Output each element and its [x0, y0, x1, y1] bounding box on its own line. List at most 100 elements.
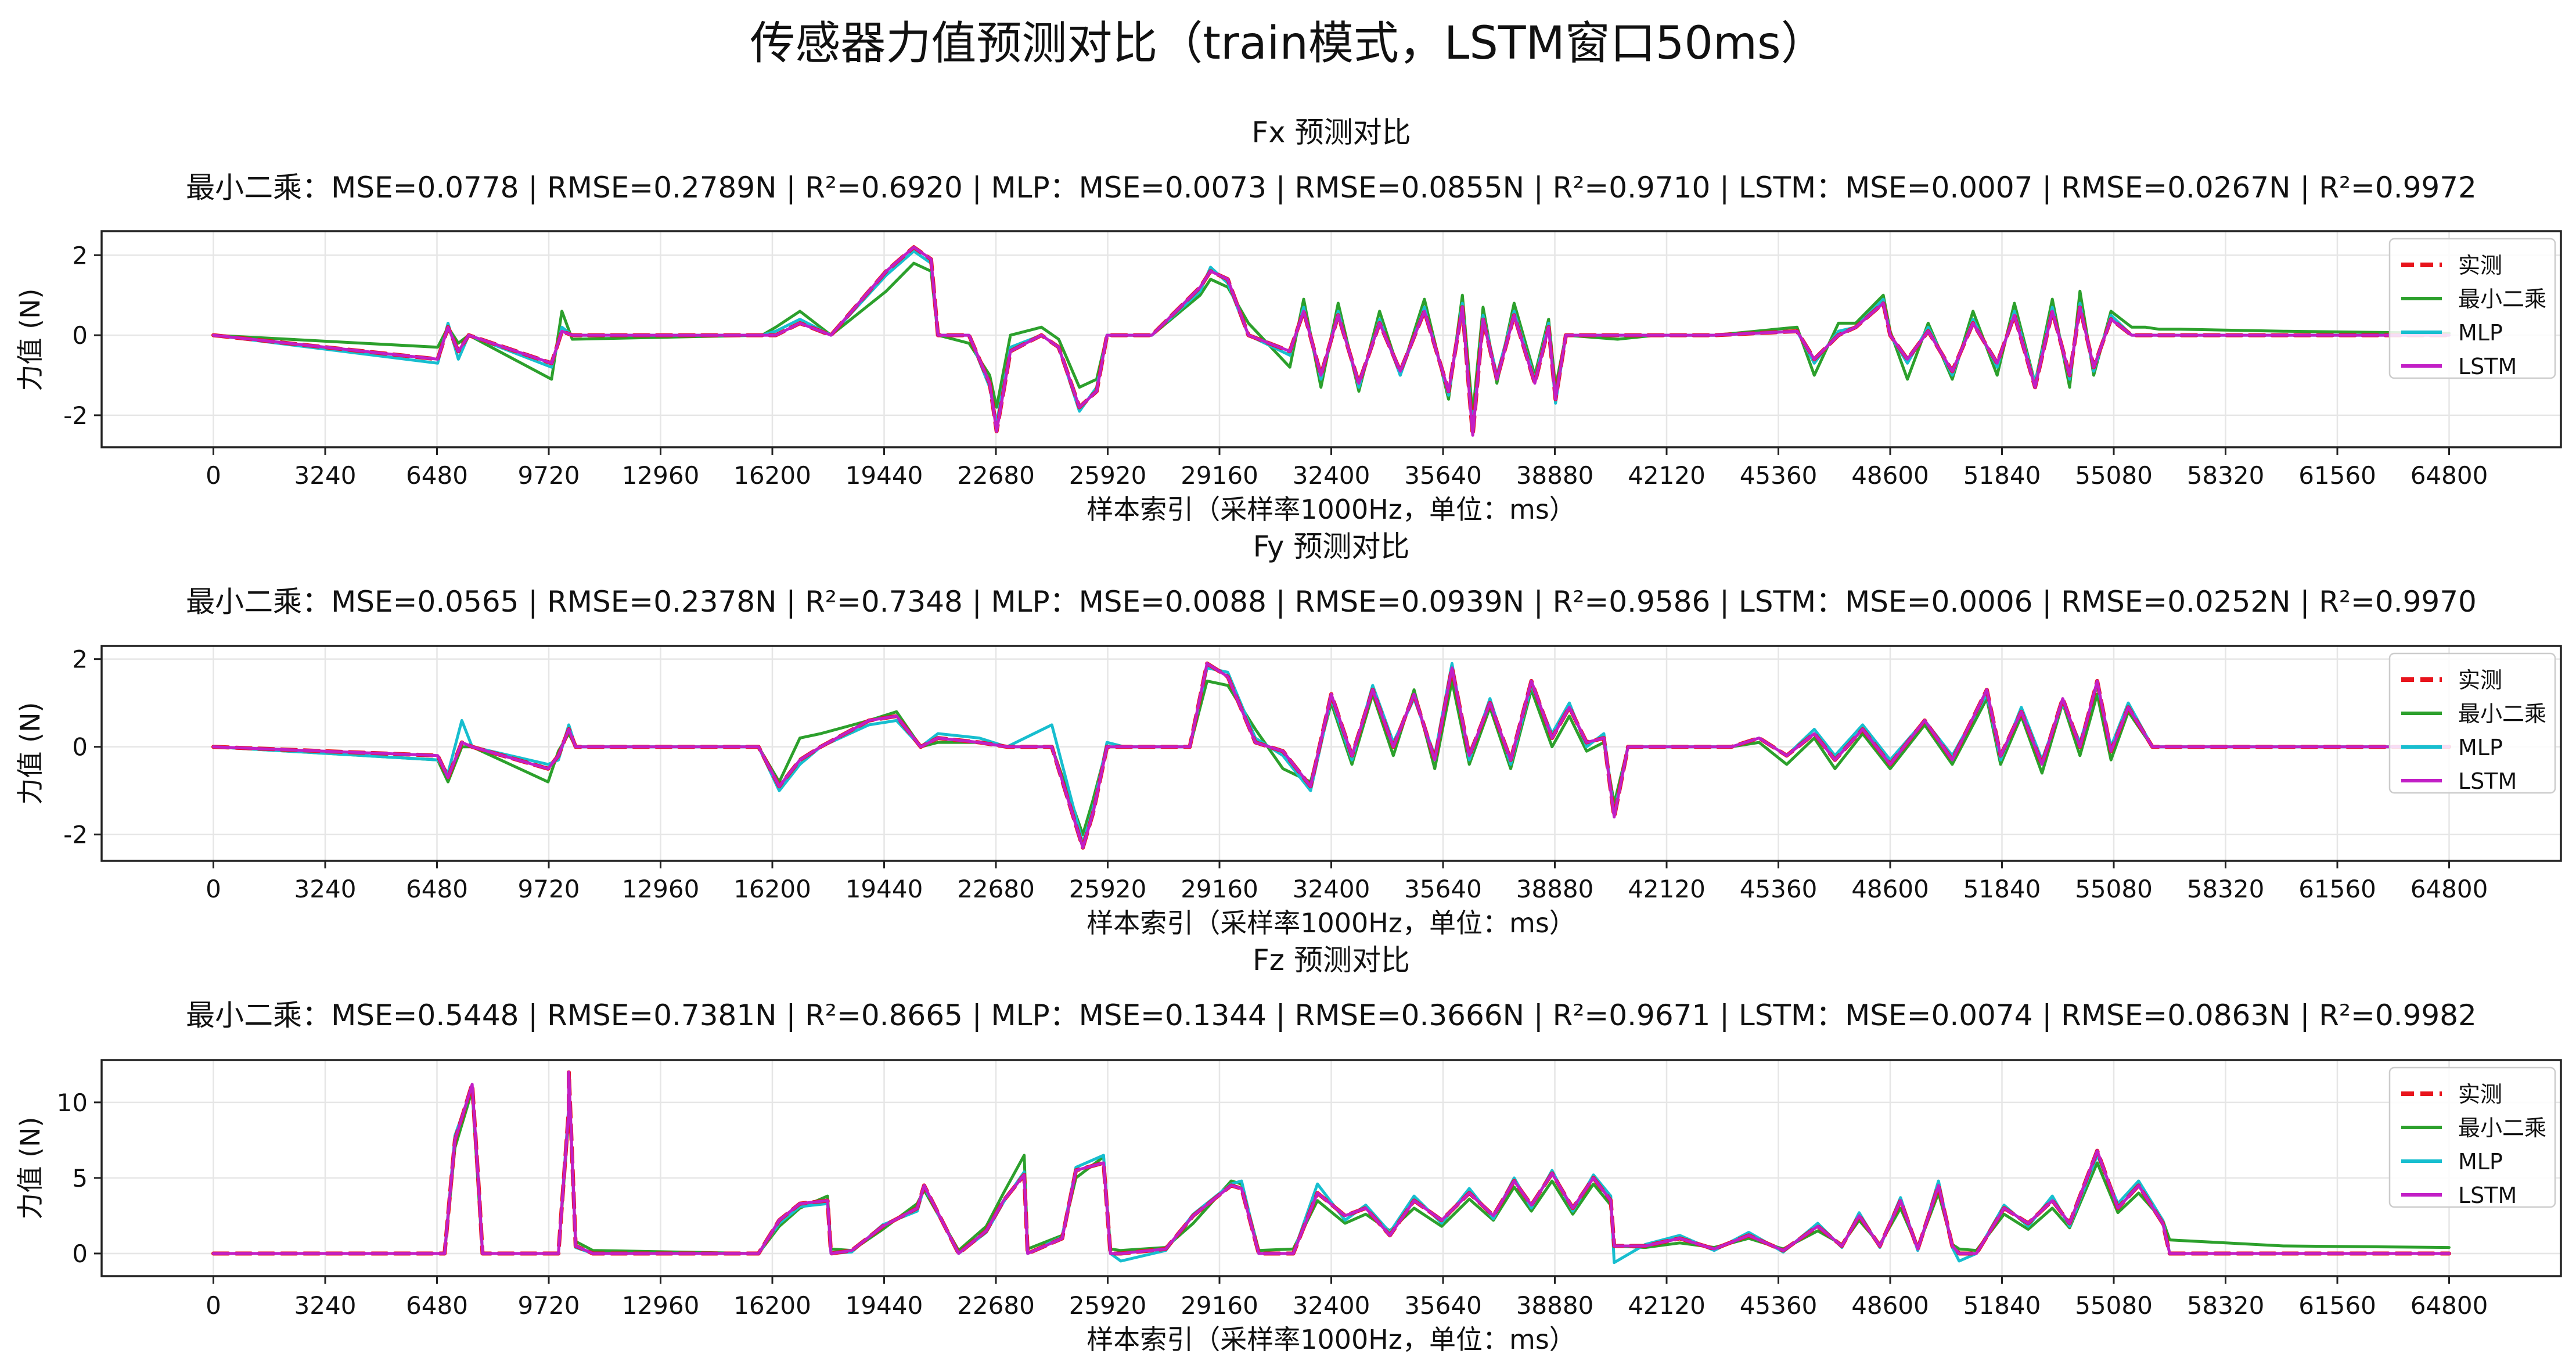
legend-label: MLP — [2458, 1149, 2503, 1175]
x-tick-label: 58320 — [2187, 461, 2265, 490]
x-axis-label: 样本索引（采样率1000Hz，单位：ms） — [1086, 1324, 1576, 1355]
x-tick-label: 16200 — [733, 1291, 811, 1320]
x-tick-label: 29160 — [1181, 875, 1258, 903]
x-tick-label: 32400 — [1293, 875, 1370, 903]
x-tick-label: 16200 — [733, 461, 811, 490]
series-group — [211, 245, 2451, 437]
x-tick-label: 25920 — [1069, 875, 1147, 903]
x-tick-label: 29160 — [1181, 1291, 1258, 1320]
panel-subtitle: 最小二乘：MSE=0.5448 | RMSE=0.7381N | R²=0.86… — [186, 999, 2477, 1032]
y-tick-label: 0 — [72, 733, 88, 762]
legend-label: LSTM — [2458, 768, 2517, 794]
series-line-mlp — [212, 1078, 2451, 1265]
series-group — [211, 661, 2451, 850]
legend-label: 最小二乘 — [2458, 286, 2546, 312]
x-tick-label: 51840 — [1963, 1291, 2041, 1320]
x-tick-label: 32400 — [1293, 461, 1370, 490]
x-tick-label: 9720 — [518, 1291, 580, 1320]
x-tick-label: 35640 — [1404, 875, 1482, 903]
x-tick-label: 25920 — [1069, 461, 1147, 490]
x-tick-label: 64800 — [2410, 461, 2488, 490]
legend-label: MLP — [2458, 320, 2503, 346]
x-tick-label: 9720 — [518, 875, 580, 903]
x-tick-label: 45360 — [1740, 1291, 1818, 1320]
x-tick-label: 45360 — [1740, 875, 1818, 903]
x-tick-label: 3240 — [294, 875, 357, 903]
x-tick-label: 58320 — [2187, 1291, 2265, 1320]
legend-label: 实测 — [2458, 253, 2502, 278]
x-tick-label: 38880 — [1516, 1291, 1594, 1320]
y-tick-label: -2 — [63, 821, 88, 849]
legend-label: LSTM — [2458, 1183, 2517, 1208]
x-tick-label: 45360 — [1740, 461, 1818, 490]
x-tick-label: 16200 — [733, 875, 811, 903]
x-tick-label: 6480 — [406, 1291, 468, 1320]
y-tick-label: 2 — [72, 645, 88, 674]
x-axis-label: 样本索引（采样率1000Hz，单位：ms） — [1086, 494, 1576, 525]
x-tick-label: 61560 — [2298, 461, 2376, 490]
x-tick-label: 25920 — [1069, 1291, 1147, 1320]
x-tick-label: 55080 — [2075, 461, 2153, 490]
x-tick-label: 38880 — [1516, 461, 1594, 490]
x-tick-label: 38880 — [1516, 875, 1594, 903]
x-tick-label: 32400 — [1293, 1291, 1370, 1320]
panel-subtitle: 最小二乘：MSE=0.0565 | RMSE=0.2378N | R²=0.73… — [186, 585, 2477, 619]
panel-title: Fz 预测对比 — [1253, 943, 1410, 977]
x-tick-label: 51840 — [1963, 875, 2041, 903]
legend-label: LSTM — [2458, 354, 2517, 379]
x-tick-label: 0 — [206, 1291, 221, 1320]
series-line-lstm — [212, 246, 2451, 437]
y-tick-label: 10 — [57, 1089, 88, 1117]
x-tick-label: 64800 — [2410, 875, 2488, 903]
x-tick-label: 42120 — [1628, 875, 1706, 903]
x-tick-label: 6480 — [406, 875, 468, 903]
x-tick-label: 42120 — [1628, 1291, 1706, 1320]
x-tick-label: 6480 — [406, 461, 468, 490]
x-tick-label: 48600 — [1851, 1291, 1929, 1320]
y-tick-label: 2 — [72, 241, 88, 270]
x-tick-label: 3240 — [294, 461, 357, 490]
y-tick-label: 0 — [72, 1240, 88, 1268]
x-tick-label: 22680 — [957, 461, 1035, 490]
x-tick-label: 0 — [206, 461, 221, 490]
legend-label: 实测 — [2458, 667, 2502, 693]
x-tick-label: 61560 — [2298, 875, 2376, 903]
x-tick-label: 12960 — [622, 875, 700, 903]
y-tick-label: 0 — [72, 321, 88, 350]
x-tick-label: 9720 — [518, 461, 580, 490]
series-group — [211, 1070, 2451, 1265]
x-tick-label: 3240 — [294, 1291, 357, 1320]
panel-subtitle: 最小二乘：MSE=0.0778 | RMSE=0.2789N | R²=0.69… — [186, 171, 2477, 204]
x-tick-label: 29160 — [1181, 461, 1258, 490]
y-axis-label: 力值 (N) — [15, 289, 46, 392]
panel-title: Fy 预测对比 — [1253, 530, 1410, 563]
x-tick-label: 48600 — [1851, 461, 1929, 490]
x-tick-label: 58320 — [2187, 875, 2265, 903]
legend-box — [2388, 652, 2556, 794]
y-axis-label: 力值 (N) — [15, 702, 46, 805]
legend-box — [2388, 1066, 2556, 1208]
series-line-lstm — [212, 1071, 2451, 1255]
x-tick-label: 22680 — [957, 1291, 1035, 1320]
x-tick-label: 22680 — [957, 875, 1035, 903]
x-tick-label: 35640 — [1404, 461, 1482, 490]
legend-label: MLP — [2458, 735, 2503, 760]
x-tick-label: 64800 — [2410, 1291, 2488, 1320]
legend-label: 最小二乘 — [2458, 1115, 2546, 1141]
legend-label: 最小二乘 — [2458, 701, 2546, 727]
figure-title: 传感器力值预测对比（train模式，LSTM窗口50ms） — [750, 17, 1826, 70]
x-axis-label: 样本索引（采样率1000Hz，单位：ms） — [1086, 907, 1576, 939]
x-tick-label: 19440 — [846, 1291, 923, 1320]
x-tick-label: 19440 — [846, 461, 923, 490]
y-axis-label: 力值 (N) — [15, 1117, 46, 1220]
y-tick-label: -2 — [63, 401, 88, 430]
x-tick-label: 42120 — [1628, 461, 1706, 490]
x-tick-label: 35640 — [1404, 1291, 1482, 1320]
legend-box — [2388, 238, 2556, 379]
x-tick-label: 19440 — [846, 875, 923, 903]
x-tick-label: 55080 — [2075, 1291, 2153, 1320]
x-tick-label: 12960 — [622, 461, 700, 490]
y-tick-label: 5 — [72, 1164, 88, 1193]
series-line-lstm — [212, 662, 2451, 849]
